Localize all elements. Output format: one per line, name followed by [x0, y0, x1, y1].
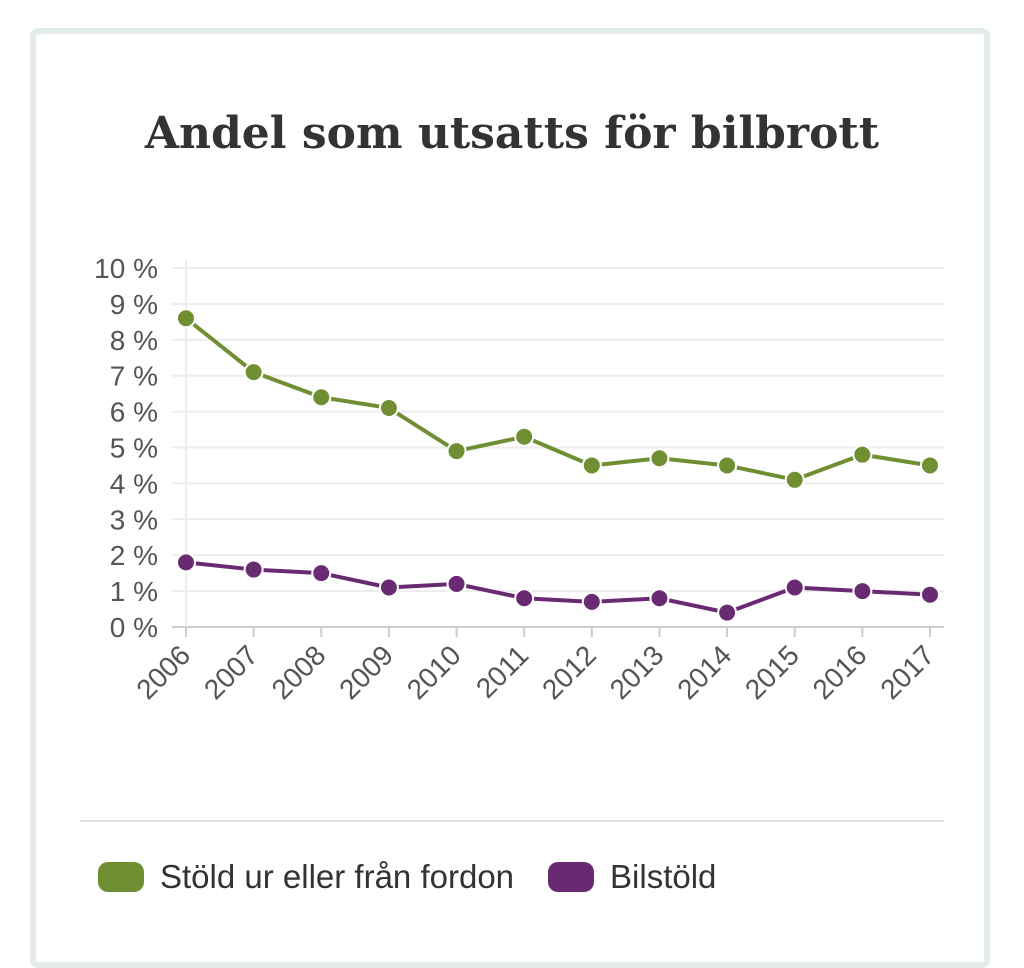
x-tick-label: 2008 — [266, 639, 332, 705]
chart-title: Andel som utsatts för bilbrott — [144, 108, 880, 159]
x-tick-label: 2009 — [333, 639, 399, 705]
x-tick-label: 2007 — [198, 639, 264, 705]
y-tick-label: 10 % — [94, 253, 158, 284]
x-tick-label: 2012 — [536, 639, 602, 705]
legend-divider — [80, 820, 944, 822]
data-point-series-0 — [649, 448, 670, 469]
data-point-series-0 — [378, 398, 399, 419]
chart-card — [30, 28, 990, 968]
y-tick-label: 5 % — [110, 433, 158, 464]
data-point-series-1 — [176, 552, 196, 573]
data-point-series-1 — [581, 591, 602, 612]
legend: Stöld ur eller från fordon Bilstöld — [98, 858, 750, 896]
data-point-series-1 — [311, 563, 332, 584]
data-point-series-1 — [717, 602, 738, 623]
data-point-series-0 — [920, 455, 940, 476]
data-point-series-0 — [311, 387, 332, 408]
data-point-series-0 — [514, 426, 535, 447]
series-line-1 — [185, 560, 931, 615]
data-point-series-0 — [176, 308, 196, 329]
data-point-series-1 — [378, 577, 399, 598]
legend-label-series-0: Stöld ur eller från fordon — [160, 858, 515, 895]
y-tick-label: 6 % — [110, 397, 158, 428]
data-point-series-1 — [649, 588, 670, 609]
x-tick-label: 2011 — [470, 639, 535, 704]
x-tick-label: 2010 — [401, 639, 467, 705]
x-tick-label: 2006 — [130, 639, 196, 705]
y-tick-label: 3 % — [110, 504, 158, 535]
data-point-series-0 — [243, 362, 264, 383]
x-tick-label: 2014 — [671, 639, 737, 705]
data-point-series-1 — [920, 584, 940, 605]
x-tick-label: 2015 — [739, 639, 805, 705]
x-tick-label: 2013 — [604, 639, 670, 705]
legend-swatch-series-1 — [548, 862, 595, 892]
legend-label-series-1: Bilstöld — [610, 858, 717, 895]
legend-swatch-series-0 — [98, 862, 144, 892]
data-point-series-1 — [514, 588, 535, 609]
data-point-series-0 — [446, 441, 467, 462]
x-tick-label: 2016 — [807, 639, 873, 705]
series-line-0 — [184, 316, 931, 482]
y-tick-label: 7 % — [110, 361, 158, 392]
data-point-series-0 — [852, 444, 873, 465]
x-tick-label: 2017 — [874, 639, 940, 705]
y-tick-label: 1 % — [110, 576, 158, 607]
legend-item-series-1[interactable]: Bilstöld — [548, 858, 716, 896]
y-tick-label: 0 % — [110, 612, 158, 643]
data-point-series-1 — [784, 577, 805, 598]
y-tick-label: 8 % — [110, 325, 158, 356]
data-point-series-0 — [717, 455, 738, 476]
legend-item-series-0[interactable]: Stöld ur eller från fordon — [98, 858, 514, 896]
data-point-series-0 — [581, 455, 602, 476]
y-tick-label: 9 % — [110, 289, 158, 320]
data-point-series-0 — [784, 469, 805, 490]
data-point-series-1 — [446, 573, 467, 594]
y-tick-label: 4 % — [110, 468, 158, 499]
data-point-series-1 — [852, 581, 873, 602]
y-tick-label: 2 % — [110, 540, 158, 571]
data-point-series-1 — [243, 559, 264, 580]
